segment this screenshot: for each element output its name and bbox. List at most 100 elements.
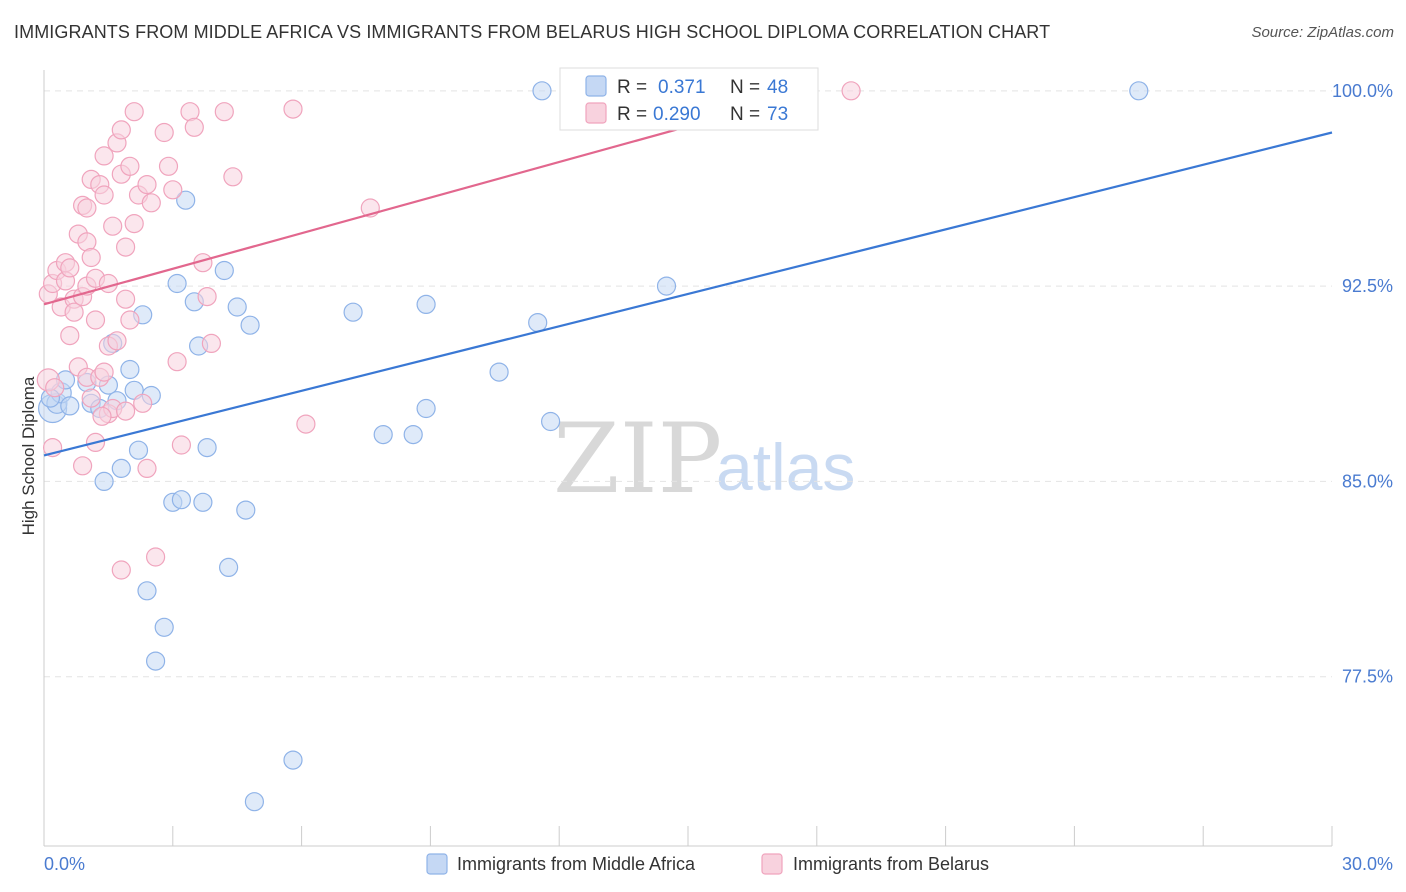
point-belarus-9 bbox=[60, 258, 80, 278]
watermark-atlas: atlas bbox=[716, 430, 855, 504]
point-belarus-54 bbox=[146, 547, 166, 567]
point-belarus-70 bbox=[841, 81, 861, 101]
point-belarus-34 bbox=[98, 273, 119, 294]
points-layer bbox=[36, 81, 1149, 812]
point-middle-africa-20 bbox=[146, 651, 166, 671]
point-middle-africa-42 bbox=[528, 313, 548, 333]
watermark: ZIP atlas bbox=[553, 403, 855, 515]
point-belarus-8 bbox=[60, 326, 80, 346]
point-middle-africa-12 bbox=[111, 458, 131, 478]
legend-n-value-middle-africa: 48 bbox=[767, 77, 788, 98]
point-belarus-17 bbox=[77, 198, 97, 218]
point-belarus-59 bbox=[171, 435, 191, 455]
point-middle-africa-15 bbox=[128, 440, 149, 460]
point-middle-africa-32 bbox=[236, 500, 256, 520]
point-middle-africa-13 bbox=[120, 359, 140, 380]
point-middle-africa-39 bbox=[416, 294, 436, 314]
point-belarus-30 bbox=[94, 185, 114, 205]
y-tick-label-3: 77.5% bbox=[1342, 667, 1393, 687]
point-middle-africa-31 bbox=[227, 297, 247, 317]
point-middle-africa-35 bbox=[283, 750, 303, 770]
series-legend-swatch-belarus bbox=[761, 853, 783, 875]
legend-n-value-belarus: 73 bbox=[767, 104, 788, 125]
point-middle-africa-44 bbox=[540, 411, 561, 432]
legend-r-value-middle-africa: 0.371 bbox=[658, 77, 706, 98]
legend-swatch-middle-africa bbox=[585, 75, 607, 97]
point-middle-africa-37 bbox=[373, 425, 393, 445]
legend-n-label: N = bbox=[730, 104, 760, 125]
stats-legend: R = 0.371 N = 48 R = 0.290 N = 73 bbox=[559, 67, 819, 131]
y-tick-label-0: 100.0% bbox=[1332, 81, 1393, 101]
legend-r-value-belarus: 0.290 bbox=[653, 104, 701, 125]
point-middle-africa-33 bbox=[240, 315, 260, 335]
trend-lines bbox=[43, 89, 1333, 457]
series-legend-label-belarus: Immigrants from Belarus bbox=[793, 854, 989, 874]
point-middle-africa-43 bbox=[532, 81, 552, 101]
point-belarus-38 bbox=[107, 331, 127, 351]
point-middle-africa-23 bbox=[171, 490, 191, 510]
point-belarus-43 bbox=[115, 289, 136, 309]
point-belarus-15 bbox=[72, 456, 93, 476]
point-belarus-71 bbox=[45, 378, 65, 398]
y-tick-label-2: 85.0% bbox=[1342, 471, 1393, 491]
y-tick-labels: 100.0% 92.5% 85.0% 77.5% bbox=[1332, 81, 1393, 687]
point-belarus-72 bbox=[92, 406, 112, 426]
point-belarus-29 bbox=[94, 146, 114, 166]
point-belarus-22 bbox=[81, 247, 101, 268]
legend-n-label: N = bbox=[730, 77, 760, 98]
point-middle-africa-46 bbox=[1129, 81, 1149, 101]
legend-r-label: R = bbox=[617, 104, 647, 125]
trend-line-middle-africa bbox=[43, 131, 1333, 457]
point-belarus-23 bbox=[81, 388, 101, 408]
point-middle-africa-34 bbox=[244, 792, 264, 812]
point-middle-africa-8 bbox=[94, 471, 114, 491]
point-middle-africa-22 bbox=[167, 273, 187, 294]
point-belarus-31 bbox=[94, 362, 114, 382]
chart-source: Source: ZipAtlas.com bbox=[1251, 24, 1394, 41]
point-middle-africa-17 bbox=[137, 581, 157, 601]
x-tick-label-min: 0.0% bbox=[44, 854, 85, 874]
point-belarus-53 bbox=[141, 193, 161, 213]
series-legend-swatch-middle-africa bbox=[426, 853, 448, 875]
point-middle-africa-36 bbox=[343, 302, 363, 322]
point-belarus-40 bbox=[111, 560, 131, 580]
point-middle-africa-27 bbox=[193, 492, 213, 512]
point-belarus-45 bbox=[120, 310, 140, 330]
series-legend: Immigrants from Middle Africa Immigrants… bbox=[426, 853, 989, 875]
legend-swatch-belarus bbox=[585, 102, 607, 124]
y-axis-title: High School Diploma bbox=[19, 376, 38, 535]
point-middle-africa-28 bbox=[197, 438, 217, 458]
point-belarus-52 bbox=[137, 458, 157, 478]
point-belarus-55 bbox=[154, 122, 174, 143]
point-belarus-58 bbox=[167, 352, 187, 372]
legend-r-label: R = bbox=[617, 77, 647, 98]
point-middle-africa-30 bbox=[219, 557, 239, 578]
point-belarus-56 bbox=[158, 156, 179, 176]
point-belarus-63 bbox=[197, 287, 217, 307]
point-belarus-44 bbox=[115, 401, 136, 421]
point-belarus-50 bbox=[133, 393, 153, 413]
point-belarus-65 bbox=[214, 102, 234, 122]
y-tick-label-1: 92.5% bbox=[1342, 276, 1393, 296]
point-middle-africa-24 bbox=[176, 190, 196, 210]
point-middle-africa-38 bbox=[403, 425, 423, 445]
x-axis-ticks bbox=[43, 826, 1333, 846]
point-belarus-46 bbox=[120, 156, 140, 176]
chart-title: IMMIGRANTS FROM MIDDLE AFRICA VS IMMIGRA… bbox=[14, 22, 1051, 42]
point-belarus-64 bbox=[201, 333, 221, 353]
point-middle-africa-40 bbox=[416, 398, 436, 419]
series-legend-label-middle-africa: Immigrants from Middle Africa bbox=[457, 854, 696, 874]
point-middle-africa-19 bbox=[154, 617, 174, 637]
watermark-zip: ZIP bbox=[553, 403, 722, 515]
point-belarus-51 bbox=[137, 175, 157, 195]
point-belarus-61 bbox=[184, 117, 204, 137]
point-belarus-41 bbox=[111, 120, 131, 140]
point-middle-africa-4 bbox=[60, 396, 80, 416]
point-belarus-68 bbox=[296, 414, 316, 434]
point-middle-africa-45 bbox=[656, 276, 677, 296]
point-belarus-66 bbox=[223, 167, 243, 187]
point-belarus-24 bbox=[85, 310, 106, 330]
point-middle-africa-29 bbox=[214, 260, 234, 281]
point-belarus-47 bbox=[124, 102, 144, 122]
